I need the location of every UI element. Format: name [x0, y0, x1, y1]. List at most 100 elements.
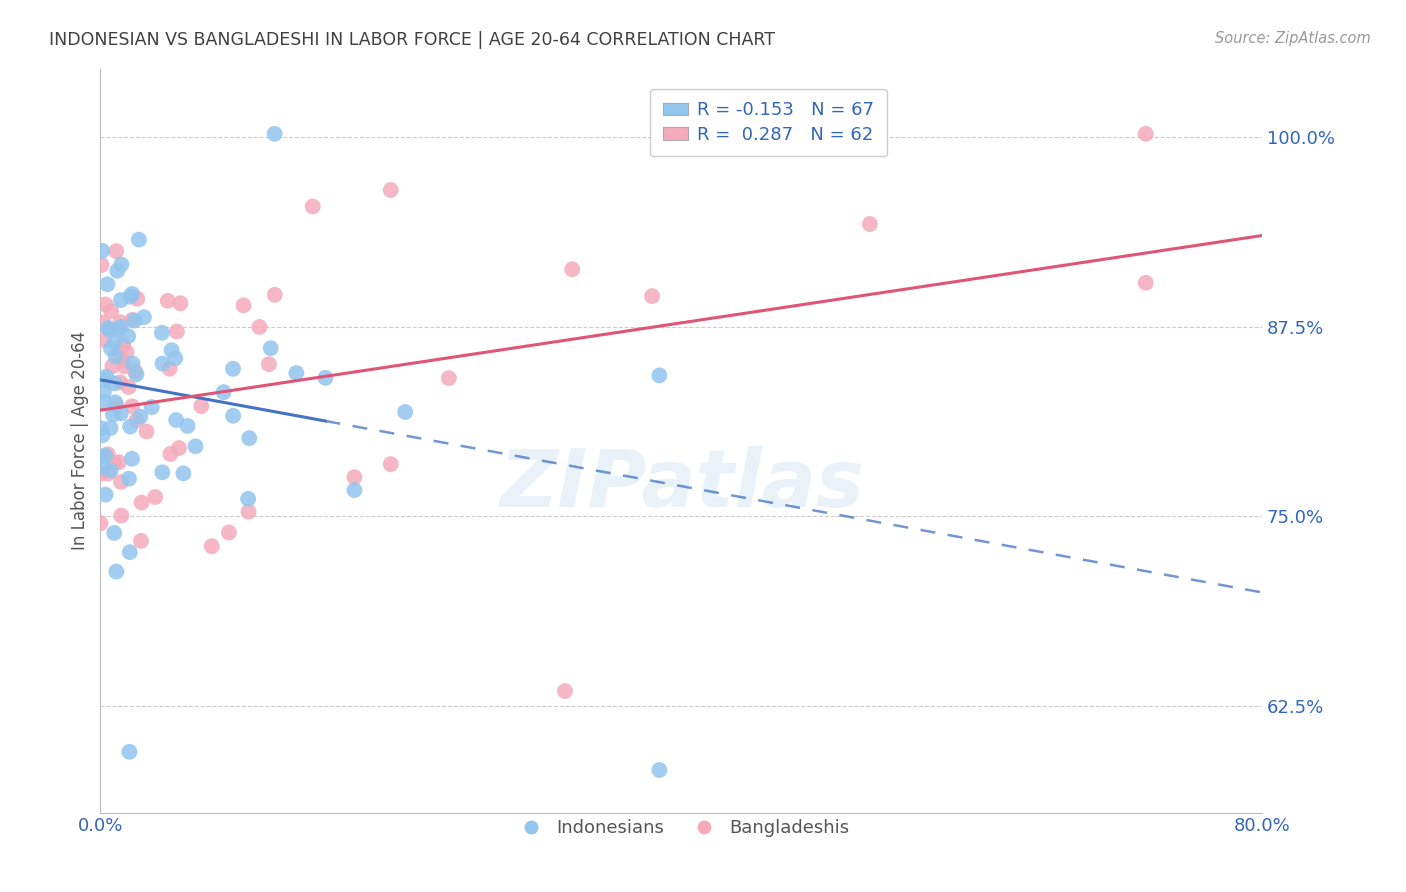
- Point: [120, 290, 142, 304]
- Point: [110, 508, 132, 523]
- Point: [94, 449, 117, 463]
- Point: [260, 341, 283, 355]
- Point: [561, 262, 583, 277]
- Point: [121, 356, 143, 370]
- Point: [125, 368, 148, 382]
- Point: [100, 421, 122, 435]
- Point: [249, 320, 271, 334]
- Point: [94, 488, 117, 502]
- Point: [176, 419, 198, 434]
- Point: [118, 545, 141, 559]
- Point: [314, 371, 336, 385]
- Point: [97, 467, 120, 481]
- Point: [97, 321, 120, 335]
- Point: [1265, 235, 1288, 250]
- Point: [120, 419, 142, 434]
- Point: [129, 409, 152, 424]
- Point: [108, 455, 131, 469]
- Y-axis label: In Labor Force | Age 20-64: In Labor Force | Age 20-64: [72, 331, 89, 550]
- Point: [131, 495, 153, 509]
- Point: [90, 258, 112, 272]
- Point: [257, 357, 280, 371]
- Point: [110, 475, 132, 489]
- Point: [238, 505, 260, 519]
- Point: [91, 460, 114, 475]
- Point: [380, 457, 402, 471]
- Point: [105, 565, 128, 579]
- Point: [159, 361, 181, 376]
- Point: [554, 684, 576, 698]
- Point: [103, 376, 125, 391]
- Point: [121, 399, 143, 413]
- Point: [118, 380, 141, 394]
- Point: [128, 233, 150, 247]
- Point: [115, 345, 138, 359]
- Point: [238, 431, 260, 445]
- Point: [232, 298, 254, 312]
- Point: [91, 244, 114, 258]
- Point: [263, 127, 285, 141]
- Point: [118, 745, 141, 759]
- Point: [222, 409, 245, 423]
- Point: [101, 359, 124, 373]
- Point: [125, 413, 148, 427]
- Point: [89, 516, 111, 531]
- Point: [124, 365, 146, 379]
- Point: [111, 352, 134, 367]
- Point: [93, 384, 115, 399]
- Point: [127, 292, 149, 306]
- Point: [190, 399, 212, 413]
- Point: [159, 447, 181, 461]
- Point: [201, 539, 224, 553]
- Point: [90, 421, 112, 435]
- Point: [101, 408, 124, 422]
- Point: [301, 199, 323, 213]
- Point: [285, 366, 308, 380]
- Point: [143, 490, 166, 504]
- Point: [104, 350, 127, 364]
- Point: [103, 525, 125, 540]
- Point: [1135, 276, 1157, 290]
- Point: [110, 257, 132, 271]
- Point: [110, 319, 132, 334]
- Point: [105, 244, 128, 259]
- Text: ZIPatlas: ZIPatlas: [499, 446, 863, 524]
- Point: [108, 344, 131, 359]
- Point: [156, 293, 179, 308]
- Point: [114, 359, 136, 374]
- Point: [380, 183, 402, 197]
- Point: [104, 395, 127, 409]
- Point: [212, 385, 235, 400]
- Point: [1135, 127, 1157, 141]
- Point: [218, 525, 240, 540]
- Point: [165, 413, 187, 427]
- Point: [222, 361, 245, 376]
- Point: [135, 425, 157, 439]
- Point: [103, 456, 125, 470]
- Point: [117, 329, 139, 343]
- Text: Source: ZipAtlas.com: Source: ZipAtlas.com: [1215, 31, 1371, 46]
- Point: [110, 315, 132, 329]
- Point: [100, 304, 122, 318]
- Point: [236, 491, 259, 506]
- Point: [105, 264, 128, 278]
- Point: [90, 450, 112, 464]
- Point: [129, 533, 152, 548]
- Point: [96, 369, 118, 384]
- Point: [107, 323, 129, 337]
- Point: [437, 371, 460, 385]
- Point: [132, 310, 155, 325]
- Point: [167, 441, 190, 455]
- Point: [641, 289, 664, 303]
- Point: [124, 313, 146, 327]
- Point: [166, 325, 188, 339]
- Point: [343, 483, 366, 497]
- Point: [97, 447, 120, 461]
- Point: [859, 217, 882, 231]
- Point: [108, 376, 131, 390]
- Point: [93, 373, 115, 387]
- Point: [94, 297, 117, 311]
- Point: [93, 333, 115, 347]
- Point: [100, 342, 122, 356]
- Point: [343, 470, 366, 484]
